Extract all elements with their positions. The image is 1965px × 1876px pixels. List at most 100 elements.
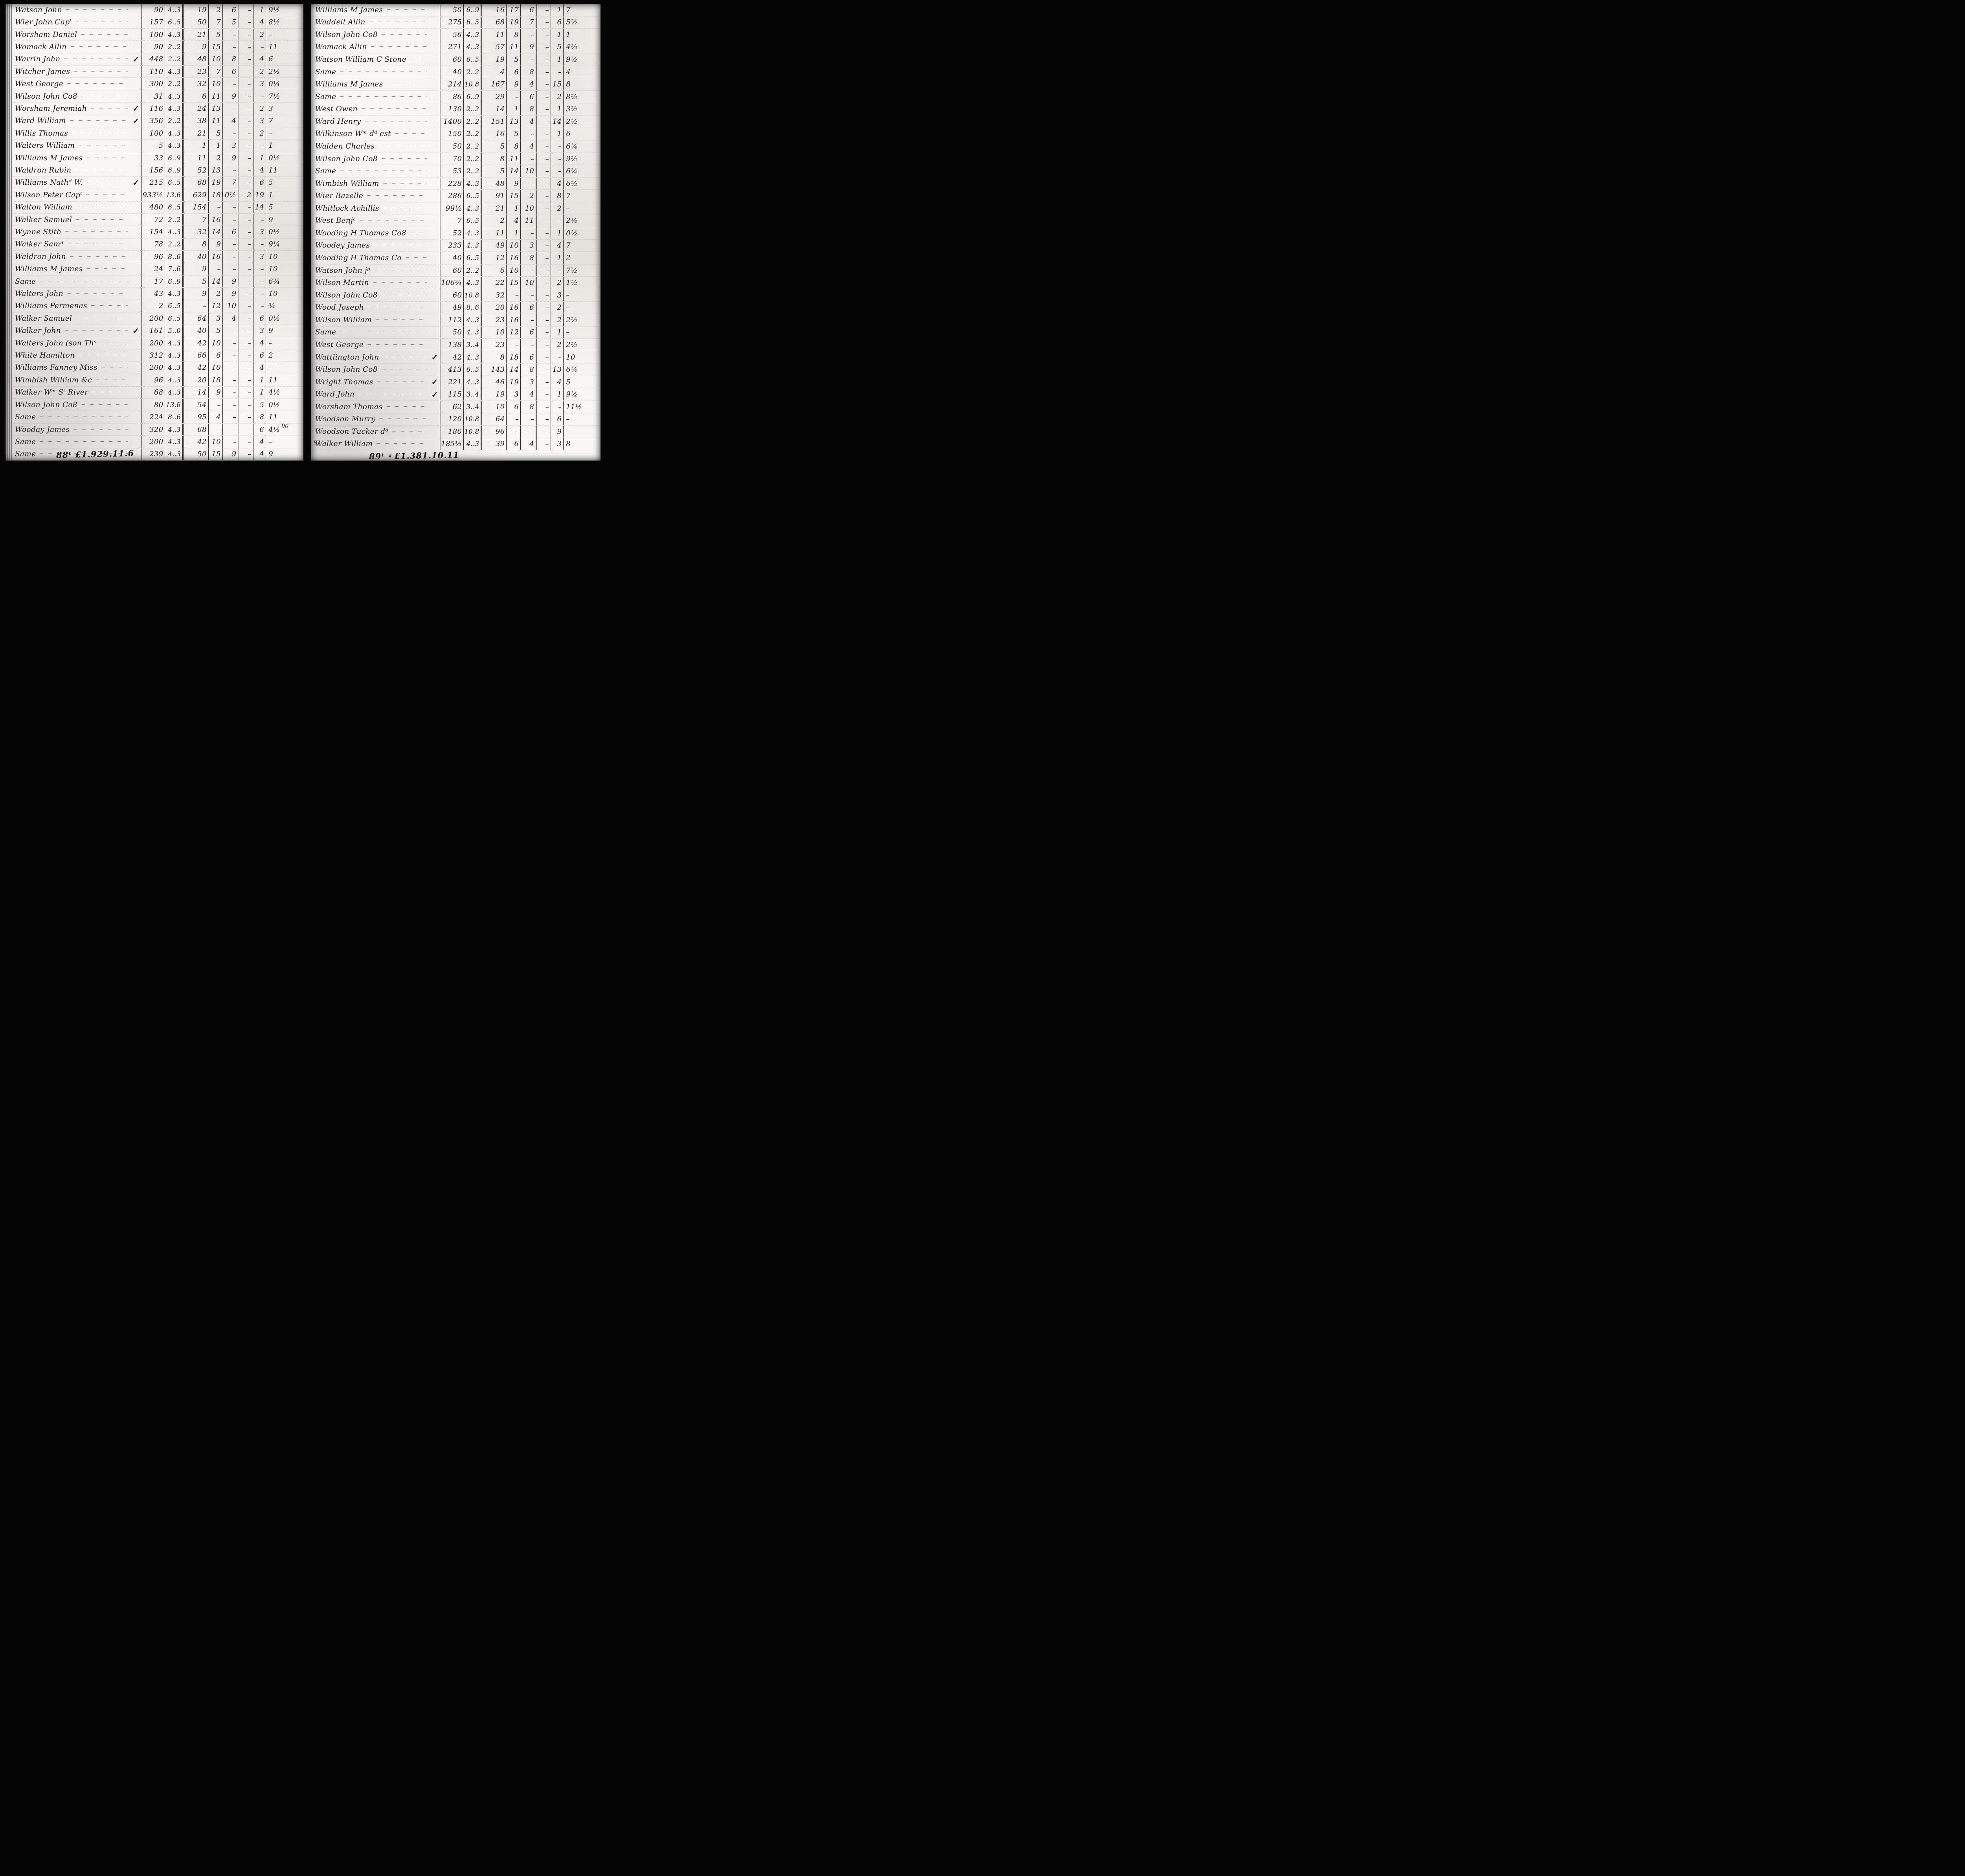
cell-valuation-pence: –	[521, 152, 537, 165]
cell-tax-pence: 11	[268, 166, 278, 174]
cell-tax-shillings: 2	[551, 202, 564, 215]
cell-valuation-shillings: 7	[209, 66, 223, 78]
cell-tax-shillings: 2	[253, 103, 266, 115]
cell-rate: 2..2	[464, 165, 482, 177]
table-row: Waddell Allin ✓ 275 6..5 68 19 7 – 6 5½	[313, 16, 601, 29]
cell-acres: 275	[441, 16, 464, 29]
table-row: Wright Thomas ✓ 221 4..3 46 19 3 – 4 5	[313, 376, 601, 389]
table-row: Whitlock Achillis ✓ 99½ 4..3 21 1 10 – 2…	[313, 202, 601, 215]
cell-rate: 2..2	[464, 66, 482, 78]
cell-rate: 6..5	[165, 176, 184, 189]
cell-acres: 448	[142, 53, 165, 66]
table-row: Wooday James ✓ 320 4..3 68 – – – 6 4½	[13, 423, 303, 436]
cell-acres: 72	[142, 213, 165, 226]
ledger-rows-left: Watson John ✓ 90 4..3 19 2 6 – 1 9½ Wier…	[13, 4, 303, 461]
cell-valuation-pence: 10	[521, 277, 537, 289]
cell-acres: 5	[142, 140, 165, 152]
cell-rate: 6..5	[165, 312, 184, 325]
cell-valuation-pounds: 14	[184, 386, 209, 398]
cell-valuation-pounds: 49	[482, 239, 507, 252]
cell-tax-shillings: 4	[551, 177, 564, 190]
cell-tax-pence: 2½	[566, 316, 578, 324]
cell-valuation-shillings: 5	[507, 53, 521, 66]
cell-valuation-pounds: 24	[184, 103, 209, 115]
name-cell: Ward William ✓	[13, 115, 142, 127]
name-cell: Wier Bazelle ✓	[313, 190, 441, 202]
cell-tax-pounds: –	[239, 16, 253, 28]
cell-tax-shillings: –	[253, 41, 266, 53]
cell-tax-pounds: –	[537, 128, 551, 140]
cell-valuation-pounds: 8	[482, 351, 507, 363]
cell-valuation-shillings: 17	[507, 4, 521, 16]
cell-tax-shillings: 5	[551, 41, 564, 53]
name-cell: Woodson Murry ✓	[313, 413, 441, 426]
name-cell: Watson William C Stone ✓	[313, 53, 441, 66]
name-cell: Wright Thomas ✓	[313, 376, 441, 388]
cell-tax-pence: 10	[268, 290, 278, 298]
cell-tax-pounds: –	[239, 325, 253, 337]
cell-valuation-pounds: 19	[184, 4, 209, 16]
name-cell: Walker Wᵐ Sᵗ River ✓	[13, 386, 142, 398]
cell-tax-pounds: –	[239, 66, 253, 78]
cell-valuation-pounds: 38	[184, 115, 209, 127]
cell-valuation-shillings: 3	[507, 388, 521, 400]
cell-valuation-pence: –	[521, 29, 537, 41]
cell-tax-pence: 11	[268, 376, 278, 384]
cell-tax-pounds: –	[537, 78, 551, 90]
cell-tax-shillings: –	[253, 238, 266, 251]
table-row: West George ✓ 138 3..4 23 – – – 2 2½	[313, 339, 601, 351]
cell-valuation-pounds: 8	[482, 152, 507, 165]
cell-valuation-shillings: 16	[209, 213, 223, 226]
dash-leader	[367, 195, 427, 196]
cell-tax-shillings: 4	[253, 362, 266, 374]
cell-tax-pence: –	[566, 415, 570, 424]
cell-valuation-pence: –	[223, 127, 239, 140]
cell-tax-shillings: 3	[551, 289, 564, 301]
name-cell: Walters John (son Thˢ ✓	[13, 337, 142, 349]
cell-rate: 6..5	[464, 215, 482, 227]
cell-valuation-pounds: 68	[184, 423, 209, 436]
name-cell: Watson John jᵖ ✓	[313, 264, 441, 277]
cell-valuation-shillings: 4	[209, 411, 223, 423]
dash-leader	[371, 46, 427, 47]
cell-tax-shillings: 1	[551, 29, 564, 41]
table-row: Wilson John Co8 ✓ 70 2..2 8 11 – – – 9½	[313, 152, 601, 165]
table-row: Watson John ✓ 90 4..3 19 2 6 – 1 9½	[13, 4, 303, 17]
cell-tax-shillings: 14	[253, 201, 266, 213]
cell-valuation-shillings: –	[507, 426, 521, 438]
dash-leader	[74, 71, 128, 72]
checkmark-icon: ✓	[132, 116, 140, 126]
cell-tax-pounds: –	[537, 215, 551, 227]
cell-valuation-pence: 4	[521, 140, 537, 152]
cell-tax-pounds: –	[537, 152, 551, 165]
cell-acres: 312	[142, 349, 165, 362]
cell-valuation-pence: 6	[223, 66, 239, 78]
dash-leader	[91, 305, 128, 306]
cell-valuation-pence: –	[521, 227, 537, 239]
cell-tax-pounds: –	[239, 103, 253, 115]
cell-tax-pence: ¾	[268, 302, 275, 310]
cell-tax-shillings: 1	[551, 388, 564, 400]
page-number-right: 91	[314, 439, 321, 446]
cell-valuation-pounds: 48	[184, 53, 209, 66]
cell-valuation-shillings: 10	[507, 264, 521, 277]
cell-valuation-shillings: 11	[507, 41, 521, 53]
cell-valuation-pence: 6	[521, 90, 537, 103]
cell-acres: 49	[441, 301, 464, 314]
cell-tax-pounds: –	[537, 29, 551, 41]
cell-valuation-pence: –	[223, 41, 239, 53]
cell-valuation-pence: –	[223, 374, 239, 386]
name-cell: Witcher James ✓	[13, 66, 142, 78]
cell-acres: 110	[142, 66, 165, 78]
cell-valuation-shillings: 10	[209, 337, 223, 349]
cell-acres: 116	[142, 103, 165, 115]
cell-tax-pounds: –	[537, 41, 551, 53]
cell-tax-shillings: 1	[551, 227, 564, 239]
table-row: Worsham Thomas ✓ 62 3..4 10 6 8 – – 11½	[313, 401, 601, 413]
cell-acres: 33	[142, 152, 165, 164]
cell-tax-shillings: 4	[253, 337, 266, 349]
name-cell: Wimbish William &c ✓	[13, 374, 142, 386]
cell-valuation-pence: –	[223, 263, 239, 275]
name-cell: Watson John ✓	[13, 4, 142, 16]
table-row: Watson William C Stone ✓ 60 6..5 19 5 – …	[313, 53, 601, 66]
